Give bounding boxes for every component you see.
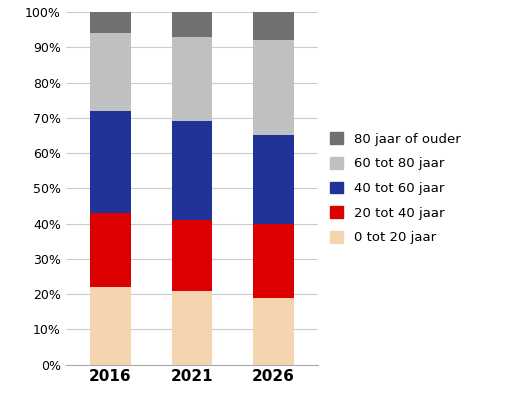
Bar (253, 136, 294, 224)
Bar (90, 12, 131, 33)
Bar (172, 220, 212, 290)
Legend: 80 jaar of ouder, 60 tot 80 jaar, 40 tot 60 jaar, 20 tot 40 jaar, 0 tot 20 jaar: 80 jaar of ouder, 60 tot 80 jaar, 40 tot… (330, 132, 460, 244)
Bar (172, 37, 212, 122)
Bar (253, 224, 294, 298)
Bar (90, 33, 131, 111)
Bar (172, 122, 212, 220)
Bar (253, 298, 294, 364)
Bar (90, 111, 131, 213)
Bar (90, 213, 131, 287)
Bar (172, 290, 212, 364)
Bar (90, 287, 131, 364)
Bar (172, 12, 212, 37)
Bar (253, 12, 294, 40)
Bar (253, 40, 294, 136)
